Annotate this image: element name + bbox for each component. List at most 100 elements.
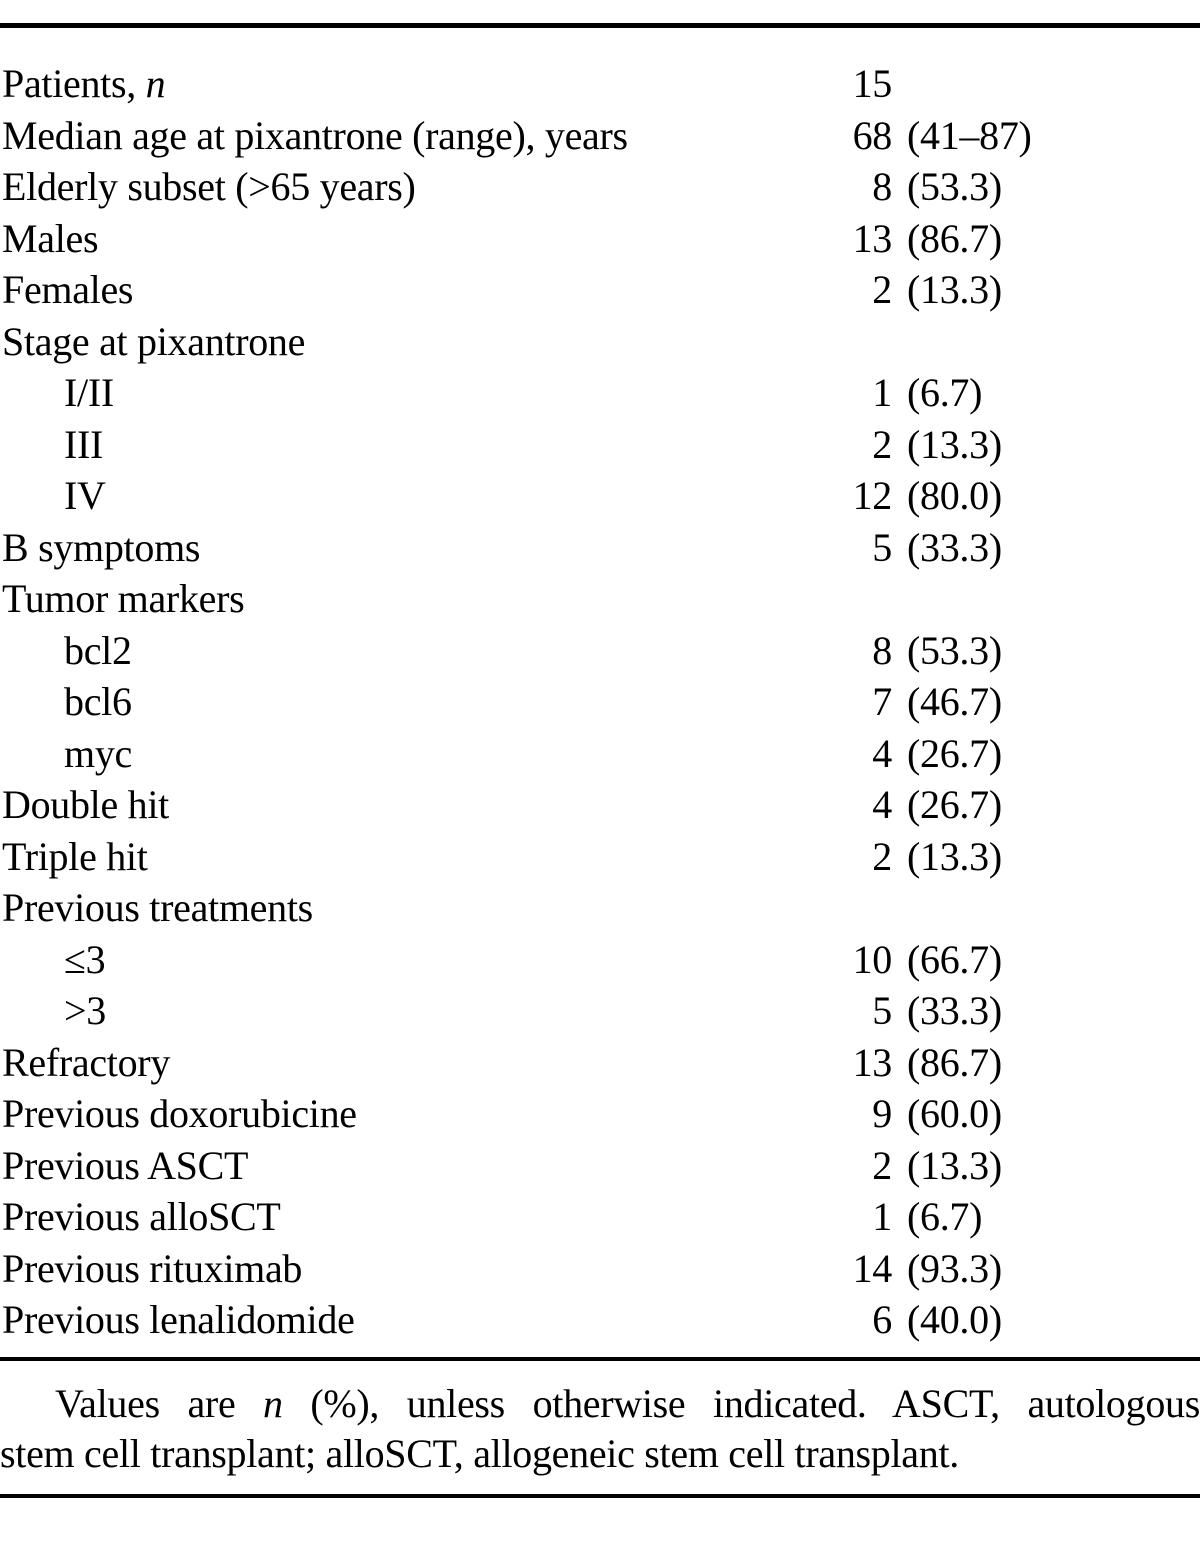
row-value-count: 1 [872,370,892,415]
row-value: 5 (33.3) [800,522,1002,574]
table-row: Previous alloSCT 1 (6.7) [0,1191,1200,1243]
table-row: bcl6 7 (46.7) [0,676,1200,728]
row-value: 15 [800,58,907,110]
row-value-count: 5 [872,988,892,1033]
row-value-percent: (13.3) [907,421,1002,467]
row-label-text: III [64,421,104,467]
footnote-line-2: stem cell transplant; alloSCT, allogenei… [0,1430,959,1476]
row-label-text: B symptoms [2,524,201,570]
row-value: 12 (80.0) [800,470,1003,522]
row-value: 1 (6.7) [800,367,982,419]
footnote-text: Values are [55,1380,264,1426]
table-row: IV 12 (80.0) [0,470,1200,522]
row-label-text: Males [2,215,99,261]
row-label: Tumor markers [0,573,245,625]
table-row: Refractory 13 (86.7) [0,1037,1200,1089]
row-value-count: 13 [852,1039,893,1085]
row-label: Patients, n [0,58,166,110]
row-value: 2 (13.3) [800,264,1002,316]
table-row: Males 13 (86.7) [0,213,1200,265]
row-label-text: Median age at pixantrone (range), years [2,112,628,158]
table-row: Previous treatments [0,882,1200,934]
row-value: 6 (40.0) [800,1294,1002,1346]
table-row: Previous rituximab 14 (93.3) [0,1243,1200,1295]
table-row: Double hit 4 (26.7) [0,779,1200,831]
row-value-count: 8 [872,627,892,673]
row-value: 2 (13.3) [800,419,1002,471]
table-footnote: Values are n (%), unless otherwise indic… [0,1379,1200,1479]
row-value-percent: (46.7) [907,679,1002,724]
table-row: Females 2 (13.3) [0,264,1200,316]
footnote-bottom-rule [0,1493,1200,1498]
row-label-text: bcl6 [64,679,132,724]
footnote-text: (%), unless otherwise indicated. ASCT, a… [282,1380,1200,1426]
table-row: ≤3 10 (66.7) [0,934,1200,986]
row-value: 2 (13.3) [800,1140,1002,1192]
row-value: 68 (41–87) [800,110,1032,162]
row-value: 4 (26.7) [800,728,1002,780]
row-value-percent: (33.3) [907,988,1002,1033]
table-row: Previous lenalidomide 6 (40.0) [0,1294,1200,1346]
row-value: 8 (53.3) [800,625,1002,677]
row-value-percent: (33.3) [907,524,1002,570]
row-value-percent: (93.3) [907,1245,1002,1291]
row-value: 14 (93.3) [800,1243,1003,1295]
table-row: Elderly subset (>65 years) 8 (53.3) [0,161,1200,213]
table-bottom-rule [0,1356,1200,1361]
table-row: B symptoms 5 (33.3) [0,522,1200,574]
row-value-percent: (13.3) [907,833,1002,879]
row-label-text: Previous treatments [2,885,313,930]
row-value-count: 5 [872,524,892,570]
table-row: Previous ASCT 2 (13.3) [0,1140,1200,1192]
row-label: Previous treatments [0,882,313,934]
table-row: Tumor markers [0,573,1200,625]
row-label-text: bcl2 [64,627,132,673]
row-label: Refractory [0,1037,170,1089]
row-value-count: 15 [852,61,893,106]
row-value-count: 6 [872,1297,892,1342]
row-value-percent: (26.7) [907,782,1002,827]
row-value-count: 9 [872,1091,892,1136]
row-value-percent: (53.3) [907,164,1002,209]
row-label: IV [0,470,106,522]
row-label-text: I/II [64,370,114,415]
row-value: 7 (46.7) [800,676,1002,728]
row-label-text: ≤3 [64,936,106,982]
row-value-percent: (13.3) [907,1142,1002,1188]
row-label-text: Females [2,267,134,312]
row-value-percent: (6.7) [907,370,983,415]
row-label: Previous rituximab [0,1243,302,1295]
table-row: I/II 1 (6.7) [0,367,1200,419]
row-label: III [0,419,103,471]
row-value-percent: (80.0) [907,473,1002,518]
row-label: >3 [0,985,106,1037]
row-value-percent: (60.0) [907,1091,1002,1136]
row-label-text: Previous lenalidomide [2,1297,355,1342]
row-label: bcl2 [0,625,132,677]
row-value-percent: (66.7) [907,936,1002,982]
footnote-italic-n: n [263,1380,283,1426]
footnote-line-1: Values are n (%), unless otherwise indic… [0,1379,1200,1429]
table-row: Stage at pixantrone [0,316,1200,368]
table-row: bcl2 8 (53.3) [0,625,1200,677]
row-label-text: Previous doxorubicine [2,1091,357,1136]
row-label: Previous alloSCT [0,1191,281,1243]
row-label: Previous doxorubicine [0,1088,357,1140]
row-value-count: 10 [852,936,893,982]
row-label: Males [0,213,99,265]
row-value: 13 (86.7) [800,213,1003,265]
row-label-text: Previous ASCT [2,1142,249,1188]
row-value-count: 8 [872,164,892,209]
row-value-count: 12 [852,473,893,518]
table-row: myc 4 (26.7) [0,728,1200,780]
table-row: III 2 (13.3) [0,419,1200,471]
table-row: Triple hit 2 (13.3) [0,831,1200,883]
row-value-count: 4 [872,730,892,776]
row-value-count: 7 [872,679,892,724]
row-label-text: Previous rituximab [2,1245,303,1291]
row-value: 4 (26.7) [800,779,1002,831]
row-value-count: 68 [852,112,893,158]
row-value-count: 2 [872,1142,892,1188]
patient-characteristics-table: Patients, n 15 Median age at pixantrone … [0,58,1200,1346]
row-value-count: 14 [852,1245,893,1291]
